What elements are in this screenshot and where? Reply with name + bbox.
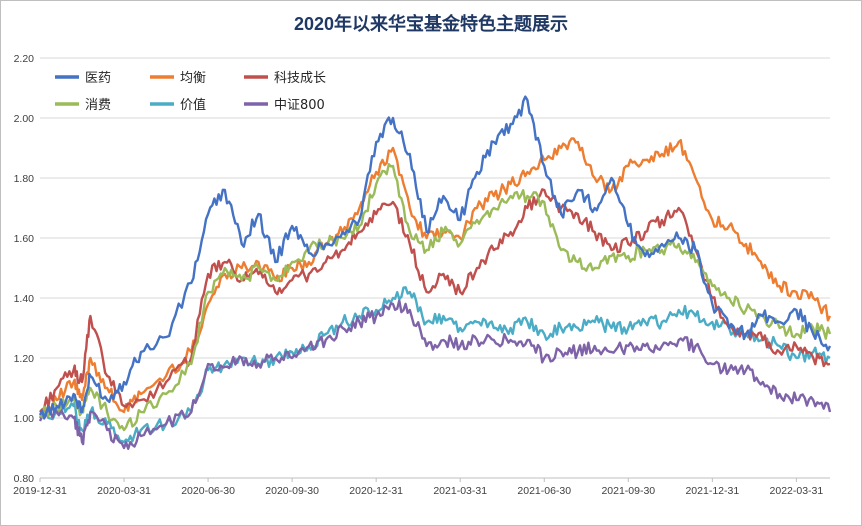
y-tick-label: 2.00 — [14, 113, 35, 125]
x-tick-label: 2019-12-31 — [13, 485, 67, 497]
gridlines — [40, 57, 830, 479]
legend-entry: 消费 — [85, 98, 111, 113]
series-line-6 — [38, 299, 832, 450]
y-tick-label: 2.20 — [14, 53, 35, 65]
x-tick-label: 2020-03-31 — [97, 485, 151, 497]
y-tick-label: 1.80 — [14, 173, 35, 185]
y-tick-label: 1.40 — [14, 293, 35, 305]
x-tick-label: 2021-03-31 — [433, 485, 487, 497]
y-axis: 0.80 1.00 1.20 1.40 1.60 1.80 2.00 2.20 — [14, 53, 35, 485]
series-line-2 — [39, 137, 832, 414]
legend-entry: 医药 — [85, 71, 111, 86]
series-lines — [38, 95, 832, 450]
x-tick-label: 2022-03-31 — [770, 485, 824, 497]
x-tick-label: 2021-12-31 — [685, 485, 739, 497]
x-tick-label: 2020-06-30 — [181, 485, 235, 497]
x-axis: 2019-12-31 2020-03-31 2020-06-30 2020-09-30… — [13, 477, 830, 497]
chart-title: 2020年以来华宝基金特色主题展示 — [293, 14, 569, 34]
legend-entry: 均衡 — [180, 71, 206, 86]
y-tick-label: 1.60 — [14, 233, 35, 245]
x-tick-label: 2020-12-31 — [349, 485, 403, 497]
y-tick-label: 1.00 — [14, 413, 35, 425]
x-tick-label: 2020-09-30 — [265, 485, 319, 497]
series-line-1 — [38, 95, 832, 420]
y-tick-label: 0.80 — [14, 473, 35, 485]
legend-entry: 价值 — [180, 97, 206, 113]
series-line-4 — [39, 162, 832, 432]
legend-entry: 科技成长 — [274, 71, 326, 86]
x-tick-label: 2021-06-30 — [517, 485, 571, 497]
x-tick-label: 2021-09-30 — [601, 485, 655, 497]
legend-entry: 中证800 — [274, 98, 325, 113]
y-tick-label: 1.20 — [14, 353, 35, 365]
